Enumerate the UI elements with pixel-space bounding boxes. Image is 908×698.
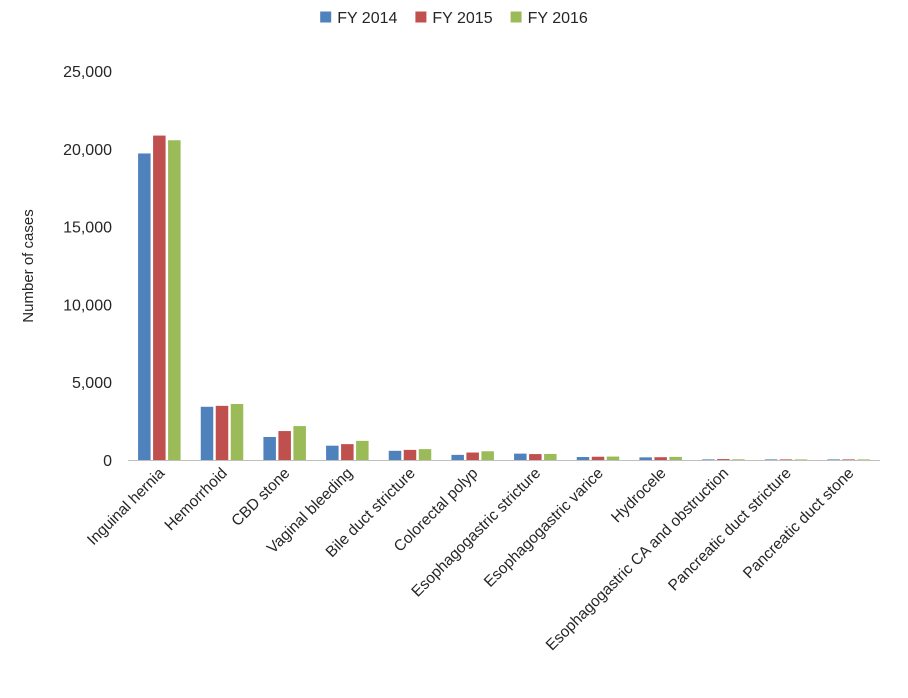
bar-fy-2016 — [794, 459, 808, 460]
bar-fy-2014 — [764, 459, 778, 460]
legend-label: FY 2015 — [432, 10, 492, 27]
x-tick-label: Pancreatic duct stone — [740, 465, 857, 582]
bar-fy-2015 — [654, 457, 667, 460]
bar-fy-2015 — [153, 135, 166, 460]
bar-fy-2016 — [481, 451, 494, 460]
x-tick-label: Hydrocele — [608, 465, 669, 526]
bar-fy-2014 — [263, 436, 276, 460]
x-tick-label: Esophagogastric varice — [481, 465, 607, 591]
bar-fy-2016 — [544, 453, 557, 460]
x-tick-label: Pancreatic duct stricture — [665, 465, 795, 595]
bars — [138, 135, 870, 460]
bar-fy-2016 — [732, 459, 745, 460]
bar-fy-2015 — [717, 459, 730, 460]
y-tick-label: 5,000 — [72, 375, 112, 392]
legend-swatch — [510, 11, 522, 23]
bar-fy-2015 — [341, 444, 354, 460]
x-tick-label: Hemorrhoid — [162, 465, 231, 534]
y-tick-label: 0 — [103, 453, 112, 470]
bar-fy-2015 — [278, 431, 291, 460]
bar-fy-2014 — [702, 459, 715, 460]
bar-fy-2016 — [418, 449, 432, 460]
bar-fy-2014 — [138, 153, 151, 460]
y-tick-label: 15,000 — [63, 220, 112, 237]
legend-label: FY 2016 — [528, 10, 588, 27]
legend-swatch — [415, 11, 427, 23]
x-tick-label: Inguinal hernia — [84, 465, 168, 549]
bar-fy-2014 — [827, 459, 840, 460]
legend: FY 2014 FY 2015 FY 2016 — [320, 10, 588, 27]
y-axis-title: Number of cases — [20, 209, 37, 322]
bar-fy-2016 — [356, 440, 369, 460]
bar-fy-2014 — [326, 445, 339, 460]
bar-fy-2014 — [451, 454, 464, 460]
bar-fy-2016 — [293, 426, 306, 460]
bar-fy-2016 — [230, 403, 244, 460]
bar-fy-2014 — [576, 457, 590, 460]
y-axis: 0 5,000 10,000 15,000 20,000 25,000 — [63, 64, 112, 470]
y-tick-label: 10,000 — [63, 297, 112, 314]
legend-swatch — [320, 11, 332, 23]
bar-fy-2015 — [591, 456, 605, 460]
bar-fy-2014 — [388, 450, 402, 460]
x-tick-label: Esophagogastric stricture — [408, 465, 544, 601]
bar-fy-2015 — [779, 459, 793, 460]
bar-fy-2016 — [606, 456, 620, 460]
y-tick-label: 20,000 — [63, 142, 112, 159]
bar-fy-2015 — [529, 454, 542, 460]
bar-fy-2014 — [200, 406, 214, 460]
bar-fy-2016 — [168, 140, 181, 460]
x-tick-label: CBD stone — [228, 465, 293, 530]
bar-fy-2014 — [639, 457, 652, 460]
bar-fy-2016 — [857, 459, 870, 460]
bar-fy-2014 — [514, 453, 527, 460]
bar-fy-2015 — [466, 452, 479, 460]
bar-fy-2015 — [215, 405, 229, 460]
bar-fy-2015 — [842, 459, 855, 460]
bar-fy-2016 — [669, 456, 682, 460]
y-tick-label: 25,000 — [63, 64, 112, 81]
legend-label: FY 2014 — [337, 10, 397, 27]
bar-fy-2015 — [403, 449, 417, 460]
